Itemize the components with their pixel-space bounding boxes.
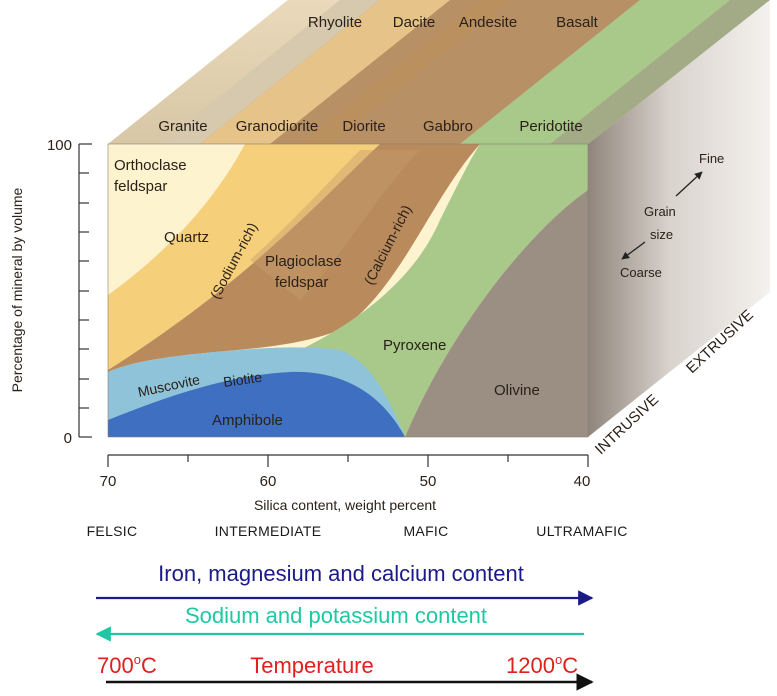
rock-peridotite: Peridotite (519, 118, 582, 135)
rock-gabbro: Gabbro (423, 118, 473, 135)
x-tick-label-40: 40 (574, 473, 591, 490)
plagioclase-highlight (250, 150, 420, 300)
right-face (588, 0, 770, 437)
quartz-region (108, 144, 380, 370)
label-orthoclase-line2: feldspar (114, 178, 167, 195)
x-axis-title: Silica content, weight percent (254, 497, 436, 513)
label-grain: Grain (644, 204, 676, 219)
label-amphibole: Amphibole (212, 412, 283, 429)
rock-andesite: Andesite (459, 14, 517, 31)
x-tick-label-70: 70 (100, 473, 117, 490)
plagioclase-region (108, 144, 480, 372)
class-intermediate: INTERMEDIATE (215, 523, 322, 539)
rock-rhyolite: Rhyolite (308, 14, 362, 31)
label-olivine: Olivine (494, 382, 540, 399)
y-tick-label-0: 0 (64, 430, 72, 447)
grain-size-indicator: Fine Grain size Coarse (620, 151, 724, 280)
x-axis (107, 454, 589, 467)
label-quartz: Quartz (164, 229, 209, 246)
temperature-high: 1200oC (506, 652, 578, 678)
extrusive-rock-names: Rhyolite Dacite Andesite Basalt (308, 14, 599, 31)
arrow-to-fine (675, 171, 703, 197)
label-size: size (650, 227, 673, 242)
top-band-orthoclase (108, 0, 340, 144)
label-biotite: Biotite (222, 369, 263, 390)
trend-iron-magnesium-calcium: Iron, magnesium and calcium content (158, 561, 524, 586)
top-face (108, 0, 770, 144)
rock-granodiorite: Granodiorite (236, 118, 319, 135)
rock-dacite: Dacite (393, 14, 436, 31)
class-mafic: MAFIC (403, 523, 448, 539)
label-fine: Fine (699, 151, 724, 166)
class-felsic: FELSIC (87, 523, 138, 539)
trend-sodium-potassium: Sodium and potassium content (185, 603, 487, 628)
class-ultramafic: ULTRAMAFIC (536, 523, 627, 539)
olivine-region (405, 190, 588, 437)
arrow-to-coarse (621, 241, 646, 260)
label-plagioclase-line2: feldspar (275, 274, 328, 291)
x-tick-label-50: 50 (420, 473, 437, 490)
label-plagioclase-line1: Plagioclase (265, 253, 342, 270)
x-tick-label-60: 60 (260, 473, 277, 490)
y-tick-label-100: 100 (47, 137, 72, 154)
temperature-label: Temperature (250, 653, 374, 678)
front-face (108, 144, 588, 437)
intrusive-rock-names: Granite Granodiorite Diorite Gabbro Peri… (158, 118, 582, 135)
rock-basalt: Basalt (556, 14, 599, 31)
pyroxene-region (300, 144, 588, 437)
top-band-olivine (550, 0, 770, 144)
rock-diorite: Diorite (342, 118, 385, 135)
classification-row: FELSIC INTERMEDIATE MAFIC ULTRAMAFIC (87, 523, 628, 539)
amphibole-region (108, 371, 405, 437)
y-axis (78, 143, 92, 438)
temperature-low: 700oC (97, 652, 157, 678)
label-orthoclase-line1: Orthoclase (114, 157, 187, 174)
y-axis-title: Percentage of mineral by volume (9, 187, 25, 392)
top-band-pyroxene (460, 0, 730, 144)
label-coarse: Coarse (620, 265, 662, 280)
front-face-outline (107, 143, 589, 438)
rock-granite: Granite (158, 118, 207, 135)
label-pyroxene: Pyroxene (383, 337, 446, 354)
top-band-quartz-2 (200, 0, 450, 144)
